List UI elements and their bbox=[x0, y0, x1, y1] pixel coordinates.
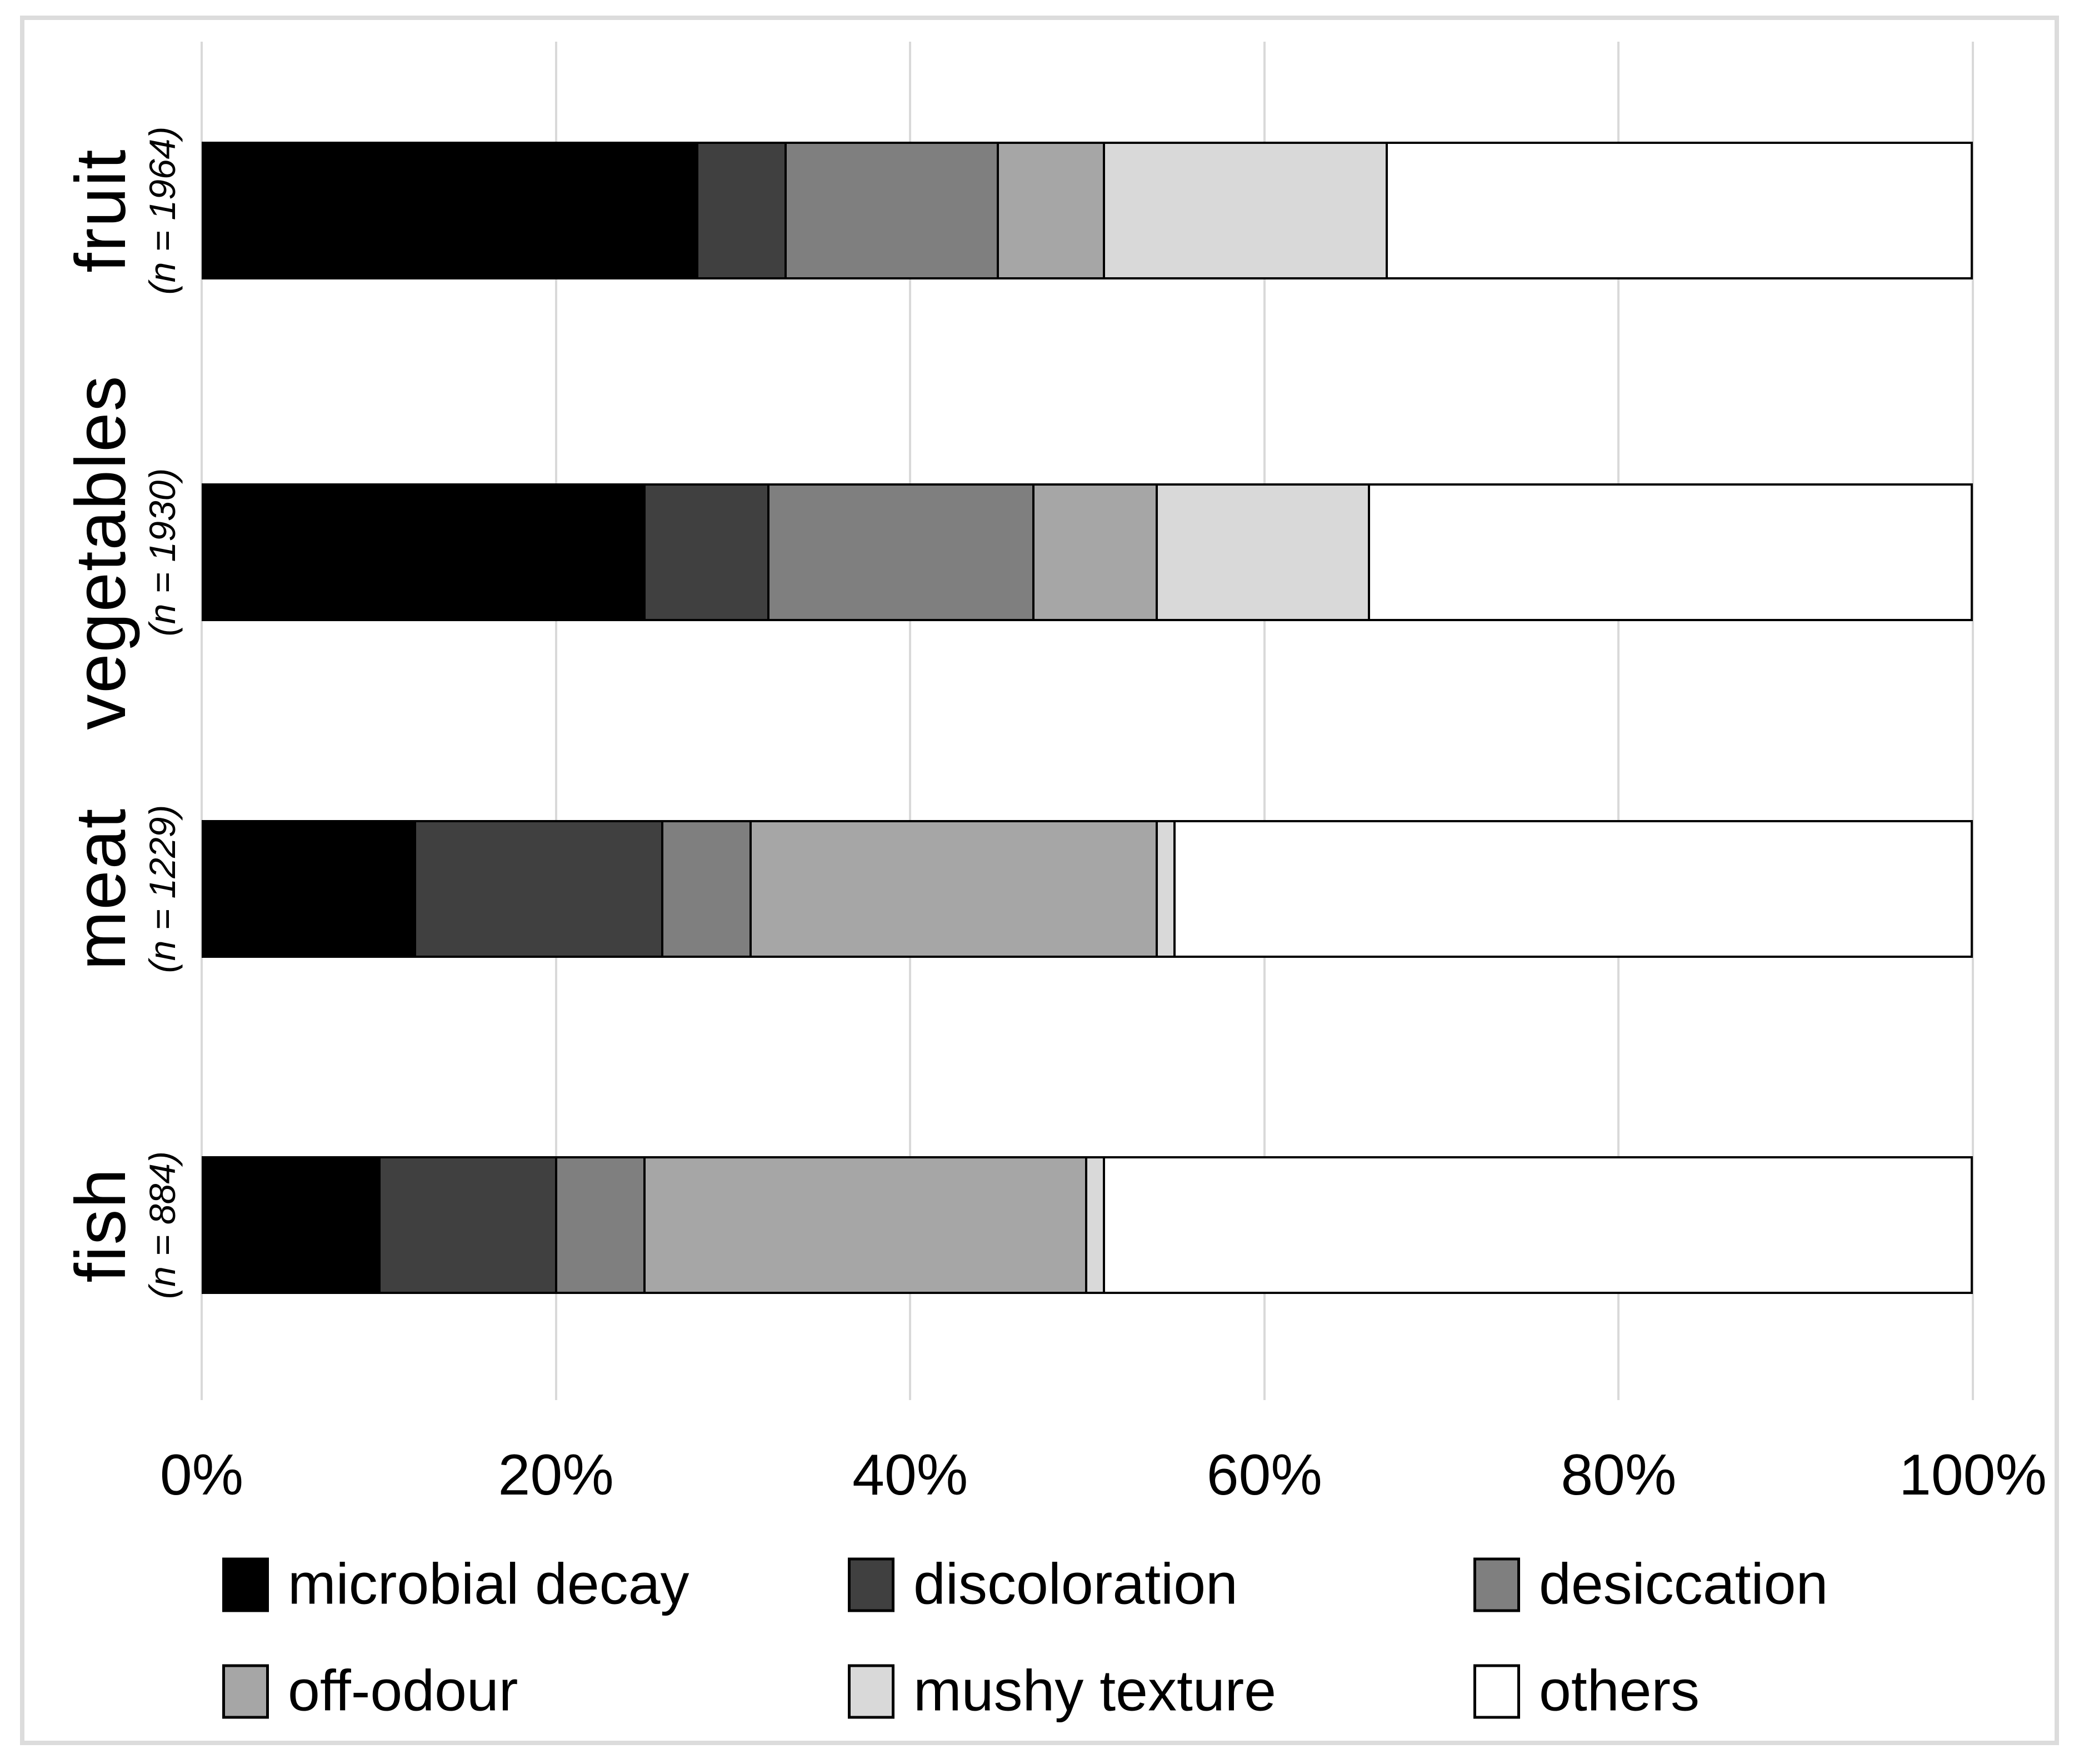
legend-swatch-others bbox=[1473, 1664, 1520, 1718]
segment-meat-off-odour bbox=[751, 822, 1158, 956]
category-sample-size: (n = 1229) bbox=[142, 804, 183, 973]
segment-vegetables-others bbox=[1370, 486, 1971, 619]
legend-label: desiccation bbox=[1539, 1552, 1828, 1617]
legend-swatch-off-odour bbox=[222, 1664, 269, 1718]
segment-fish-others bbox=[1105, 1158, 1971, 1292]
gridline-20% bbox=[554, 42, 557, 1400]
legend-swatch-desiccation bbox=[1473, 1557, 1520, 1612]
category-label-vegetables: vegetables (n = 1930) bbox=[61, 374, 186, 730]
category-label-fish: fish (n = 884) bbox=[61, 1151, 186, 1299]
legend-item-mushy-texture: mushy texture bbox=[848, 1658, 1276, 1725]
bar-vegetables bbox=[202, 483, 1973, 621]
segment-meat-others bbox=[1175, 822, 1971, 956]
x-axis-label-100%: 100% bbox=[1899, 1443, 2047, 1507]
segment-vegetables-desiccation bbox=[769, 486, 1034, 619]
legend-item-others: others bbox=[1473, 1658, 1700, 1725]
category-sample-size: (n = 884) bbox=[142, 1151, 183, 1299]
legend-label: discoloration bbox=[913, 1552, 1238, 1617]
segment-meat-microbial-decay bbox=[204, 822, 416, 956]
segment-fruit-off-odour bbox=[998, 144, 1105, 277]
gridline-0% bbox=[201, 42, 203, 1400]
legend-swatch-mushy-texture bbox=[848, 1664, 894, 1718]
x-axis-label-40%: 40% bbox=[852, 1443, 968, 1507]
category-name: fruit bbox=[61, 148, 141, 273]
category-label-meat: meat (n = 1229) bbox=[61, 804, 186, 973]
segment-vegetables-off-odour bbox=[1034, 486, 1158, 619]
segment-meat-discoloration bbox=[416, 822, 663, 956]
segment-meat-desiccation bbox=[663, 822, 752, 956]
bar-fruit bbox=[202, 142, 1973, 279]
x-axis-label-80%: 80% bbox=[1561, 1443, 1677, 1507]
x-axis-label-60%: 60% bbox=[1206, 1443, 1322, 1507]
category-sample-size: (n = 1930) bbox=[142, 468, 183, 637]
legend-item-microbial-decay: microbial decay bbox=[222, 1552, 689, 1618]
bar-meat bbox=[202, 820, 1973, 958]
segment-vegetables-discoloration bbox=[646, 486, 769, 619]
legend-swatch-microbial-decay bbox=[222, 1557, 269, 1612]
segment-meat-mushy-texture bbox=[1158, 822, 1176, 956]
segment-vegetables-microbial-decay bbox=[204, 486, 646, 619]
segment-fruit-desiccation bbox=[787, 144, 999, 277]
legend-swatch-discoloration bbox=[848, 1557, 894, 1612]
legend-label: microbial decay bbox=[288, 1552, 689, 1617]
category-label-fruit: fruit (n = 1964) bbox=[61, 126, 186, 295]
legend-label: off-odour bbox=[288, 1658, 518, 1723]
legend-label: mushy texture bbox=[913, 1658, 1277, 1723]
segment-fish-discoloration bbox=[381, 1158, 557, 1292]
gridline-60% bbox=[1263, 42, 1266, 1400]
gridline-40% bbox=[909, 42, 912, 1400]
segment-vegetables-mushy-texture bbox=[1158, 486, 1370, 619]
segment-fish-desiccation bbox=[557, 1158, 646, 1292]
legend-item-discoloration: discoloration bbox=[848, 1552, 1238, 1618]
category-name: vegetables bbox=[61, 374, 141, 730]
category-sample-size: (n = 1964) bbox=[142, 126, 183, 295]
gridline-80% bbox=[1617, 42, 1620, 1400]
segment-fish-microbial-decay bbox=[204, 1158, 381, 1292]
x-axis-label-20%: 20% bbox=[498, 1443, 614, 1507]
gridline-100% bbox=[1972, 42, 1974, 1400]
legend-item-desiccation: desiccation bbox=[1473, 1552, 1828, 1618]
segment-fruit-others bbox=[1387, 144, 1971, 277]
legend-label: others bbox=[1539, 1658, 1700, 1723]
category-name: fish bbox=[61, 1167, 141, 1283]
segment-fruit-microbial-decay bbox=[204, 144, 699, 277]
segment-fruit-discoloration bbox=[698, 144, 787, 277]
x-axis-label-0%: 0% bbox=[159, 1443, 244, 1507]
segment-fish-mushy-texture bbox=[1087, 1158, 1105, 1292]
segment-fruit-mushy-texture bbox=[1105, 144, 1388, 277]
category-name: meat bbox=[61, 807, 141, 971]
bar-fish bbox=[202, 1156, 1973, 1294]
legend-item-off-odour: off-odour bbox=[222, 1658, 518, 1725]
segment-fish-off-odour bbox=[646, 1158, 1087, 1292]
